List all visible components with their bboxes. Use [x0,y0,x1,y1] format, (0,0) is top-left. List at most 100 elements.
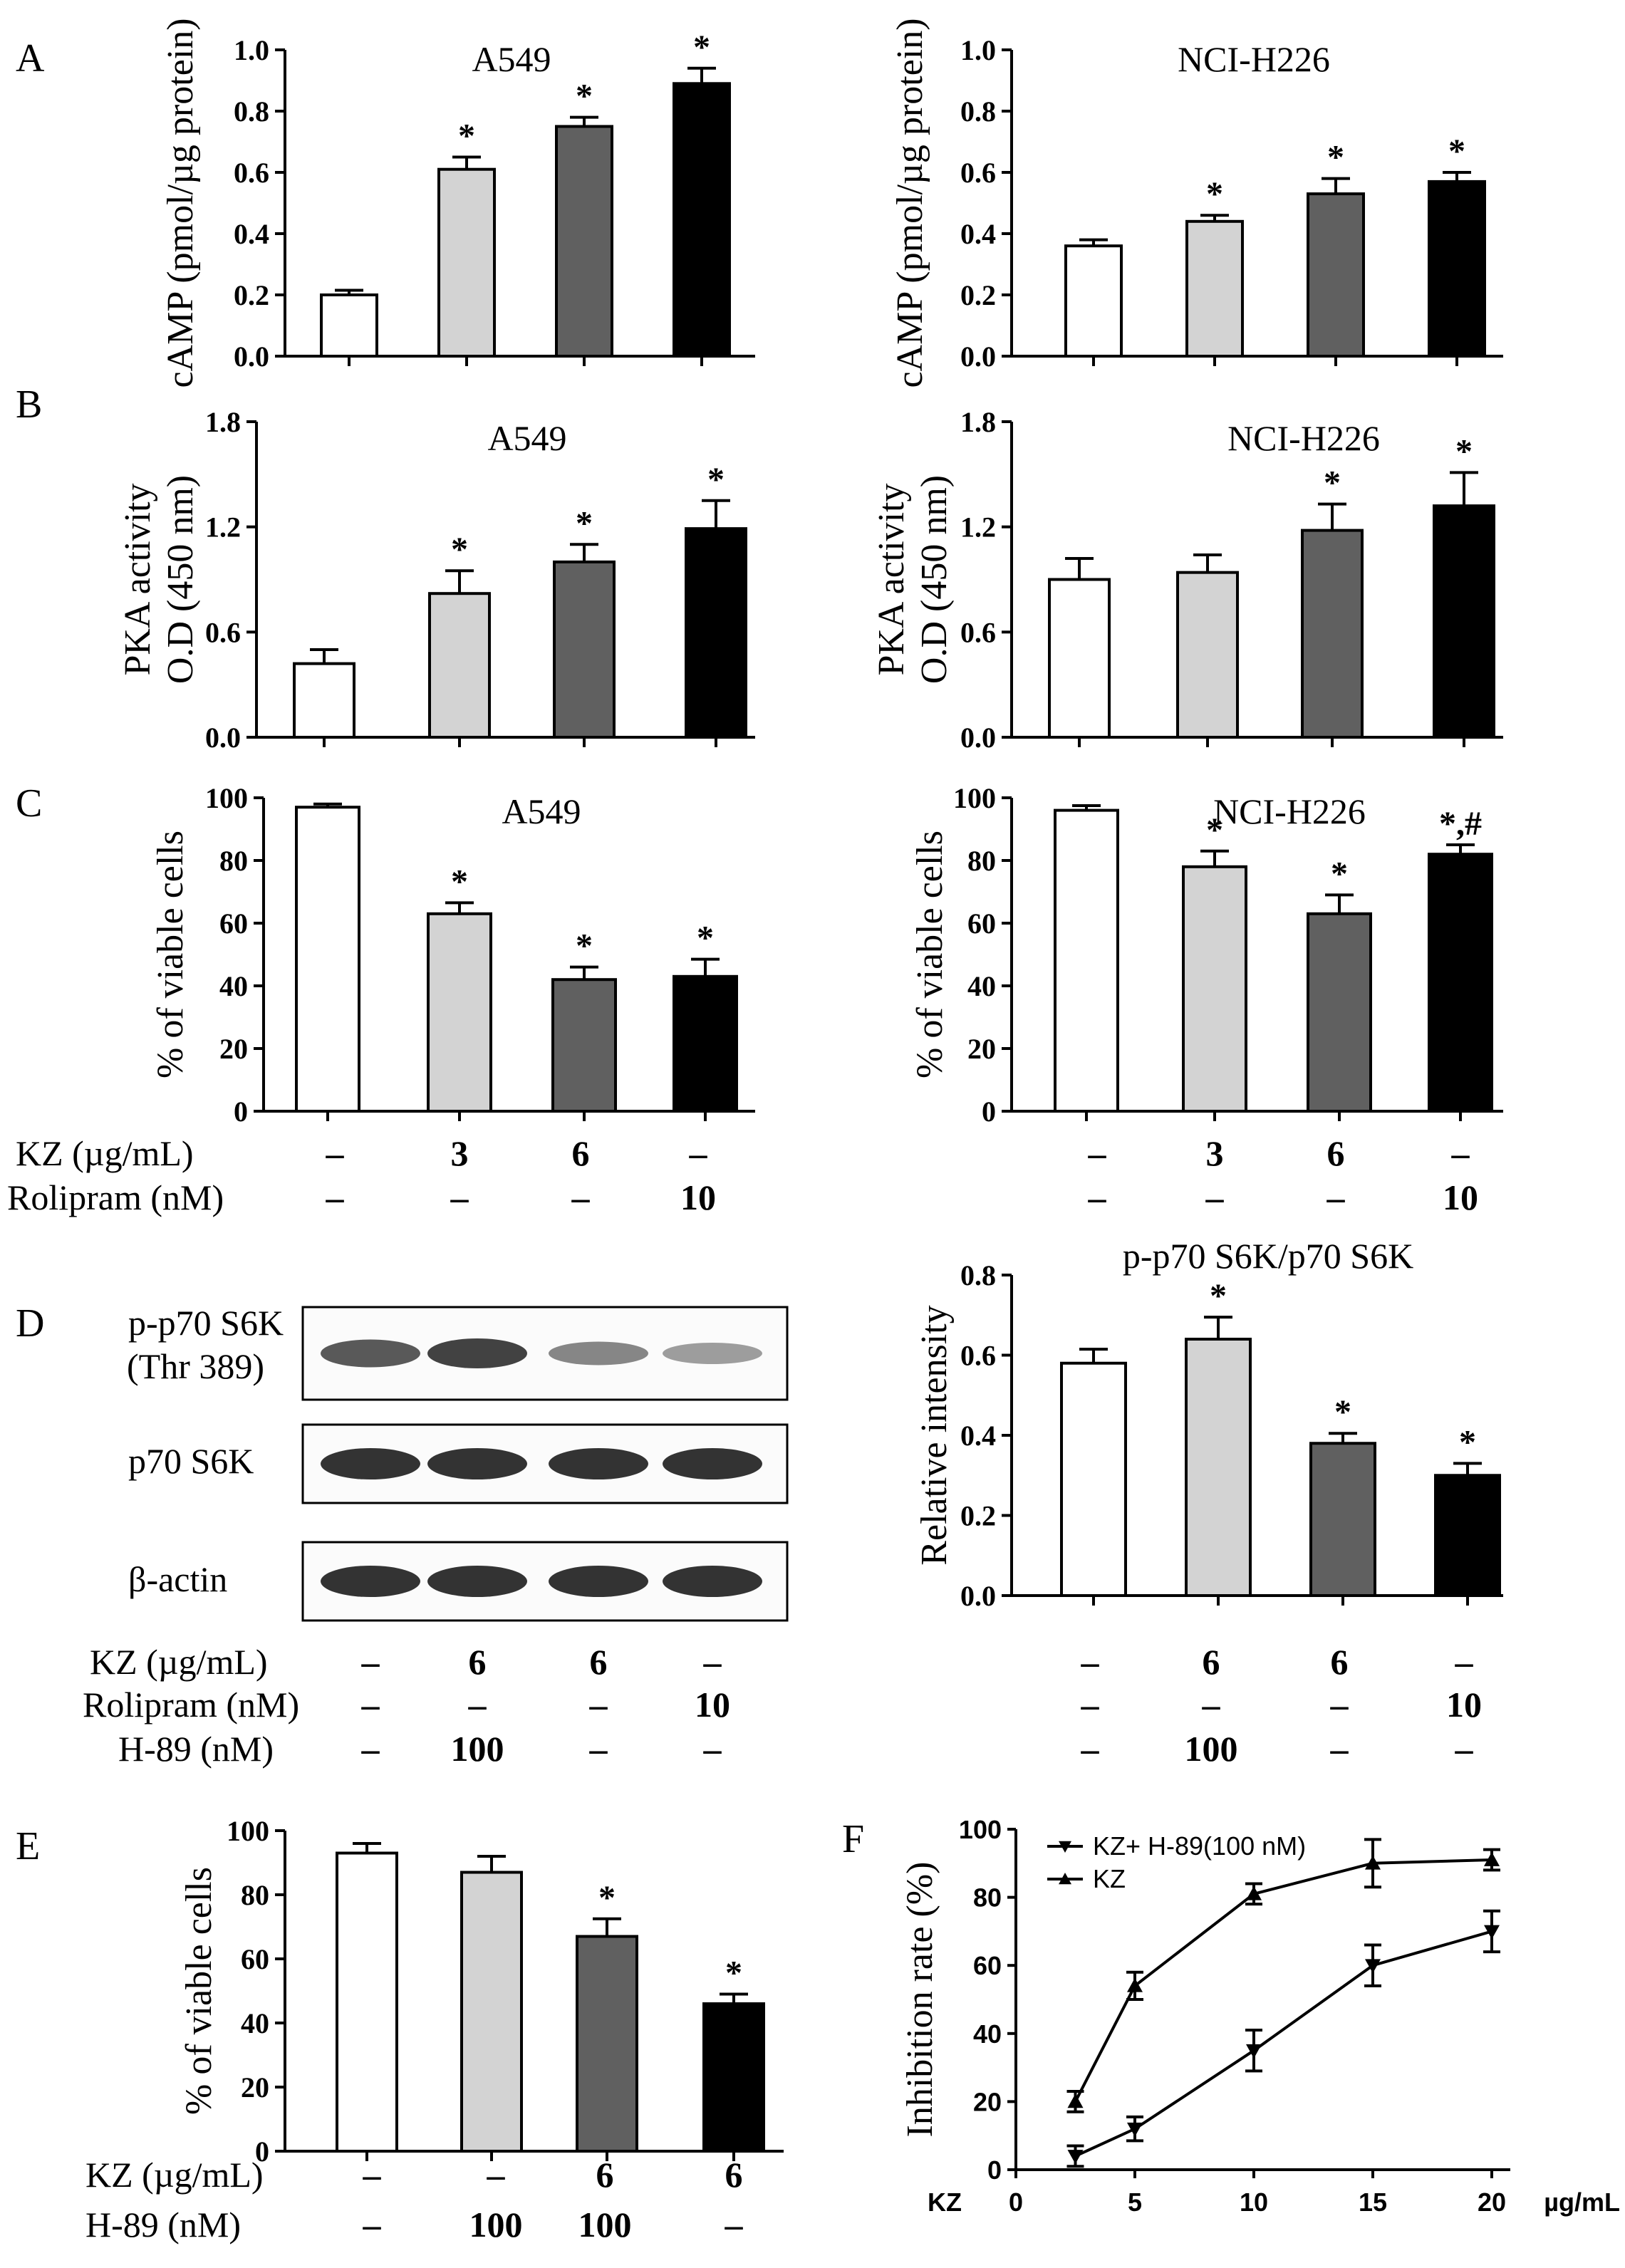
y-tick-label: 80 [973,1883,1002,1913]
bar [293,662,355,739]
y-tick-label: 20 [967,1033,996,1065]
y-tick-label: 1.0 [234,34,269,66]
significance-marker: * [458,118,475,155]
condition-cell: – [1451,1133,1470,1173]
y-tick-label: 0.4 [960,218,996,250]
condition-cell: – [1081,1642,1100,1682]
condition-cell: 6 [572,1133,590,1173]
significance-marker: * [1206,175,1223,213]
y-axis-title: cAMP (pmol/µg protein) [160,18,201,387]
condition-label-kz: KZ (µg/mL) [90,1642,268,1682]
bar [320,293,378,358]
panel-letter-b: B [16,383,42,427]
bar [1060,1361,1127,1597]
chart-pka-a549: 0.0 0.6 1.2 1.8 PKA activityO.D (450 nm) A549… [118,406,755,754]
condition-cell: – [1202,1685,1221,1725]
significance-marker: * [1331,855,1348,893]
y-tick-label: 0.2 [234,279,269,311]
y-tick-label: 80 [241,1879,269,1911]
condition-cell: 6 [1203,1642,1220,1682]
data-point-marker [1246,1885,1262,1900]
condition-cell: – [725,2205,744,2244]
condition-cell: – [361,1642,380,1682]
condition-cell: – [1088,1133,1107,1173]
condition-cell: 100 [451,1729,504,1769]
y-tick-label: 40 [967,970,996,1002]
y-tick-label: 100 [953,782,996,814]
bar [551,978,617,1113]
bar [295,806,360,1113]
condition-cell: 6 [1327,1133,1345,1173]
significance-marker: * [707,461,725,499]
significance-marker: *,# [1439,805,1482,843]
bar [1185,1338,1252,1597]
condition-cell: – [703,1642,722,1682]
y-tick-label: 1.0 [960,34,996,66]
blot-band [427,1566,527,1597]
blot-row-label: p70 S6K [128,1441,254,1481]
y-axis-title: % of viable cells [179,1867,219,2115]
y-tick-label: 100 [205,782,248,814]
significance-marker: * [576,927,593,965]
condition-cell: – [703,1729,722,1769]
panel-letter-e: E [16,1824,40,1868]
blot-row-label: β-actin [128,1559,227,1599]
bar [1428,180,1486,358]
bar [673,974,738,1113]
bar [1307,192,1365,358]
bar [1433,504,1495,739]
condition-cell: – [589,1685,608,1725]
panel-letter-a: A [16,36,45,80]
chart-title: A549 [487,418,566,458]
chart-pka-nci-h226: 0.0 0.6 1.2 1.8 PKA activityO.D (450 nm) NCI-… [871,406,1503,754]
condition-cell: 6 [725,2155,743,2195]
y-tick-label: 20 [219,1033,248,1065]
chart-inhibition-rate: 0 20 40 60 80 100 0 5 10 15 20 KZ µg/mL Inhibition ra… [900,1815,1620,2217]
significance-marker: * [725,1955,742,1992]
y-tick-label: 60 [973,1951,1002,1980]
y-tick-label: 0.8 [960,95,996,128]
conditions-table-d: KZ (µg/mL) Rolipram (nM) H-89 (nM) – 6 6… [83,1642,1482,1769]
bar [428,592,491,739]
chart-title: A549 [472,39,551,79]
condition-label-kz: KZ (µg/mL) [85,2155,264,2195]
y-tick-label: 0.6 [960,616,996,648]
data-point-marker [1067,2150,1084,2164]
condition-cell: 6 [596,2155,614,2195]
y-axis-title-line: O.D (450 nm) [914,475,955,684]
y-tick-label: 0.4 [234,218,269,250]
chart-title: NCI-H226 [1178,39,1330,79]
significance-marker: * [576,78,593,115]
y-axis-title: Relative intensity [914,1305,955,1565]
data-point-marker [1365,1855,1381,1870]
y-tick-label: 40 [219,970,248,1002]
bar [1434,1474,1501,1597]
data-point-marker [1059,1841,1071,1853]
blot-band [427,1448,527,1479]
y-tick-label: 80 [967,845,996,877]
significance-marker: * [1327,139,1344,177]
x-tick-label: 5 [1128,2188,1142,2217]
condition-cell: – [589,1729,608,1769]
significance-marker: * [693,28,710,66]
data-point-marker [1127,1977,1143,1992]
condition-cell: 10 [680,1177,716,1217]
condition-cell: – [363,2205,382,2244]
blot-band [427,1338,527,1368]
y-axis-title: Inhibition rate (%) [900,1862,940,2138]
condition-cell: 10 [695,1685,730,1725]
significance-marker: * [1210,1277,1227,1315]
y-tick-label: 0 [987,2155,1002,2185]
y-tick-label: 0.0 [960,722,996,754]
condition-label-h89: H-89 (nM) [85,2205,241,2244]
series-kz [1066,1838,1500,2113]
chart-cAMP-nci-h226: 0.0 0.2 0.4 0.6 0.8 1.0 cAMP (pmol/µg protein)… [890,18,1503,388]
condition-cell: – [363,2155,382,2195]
y-tick-label: 0.4 [960,1420,996,1452]
y-tick-label: 80 [219,845,248,877]
y-tick-label: 60 [241,1943,269,1975]
significance-marker: * [1455,432,1473,470]
y-tick-label: 1.8 [205,406,241,438]
y-tick-label: 1.2 [960,511,996,543]
chart-title: NCI-H226 [1213,791,1366,831]
